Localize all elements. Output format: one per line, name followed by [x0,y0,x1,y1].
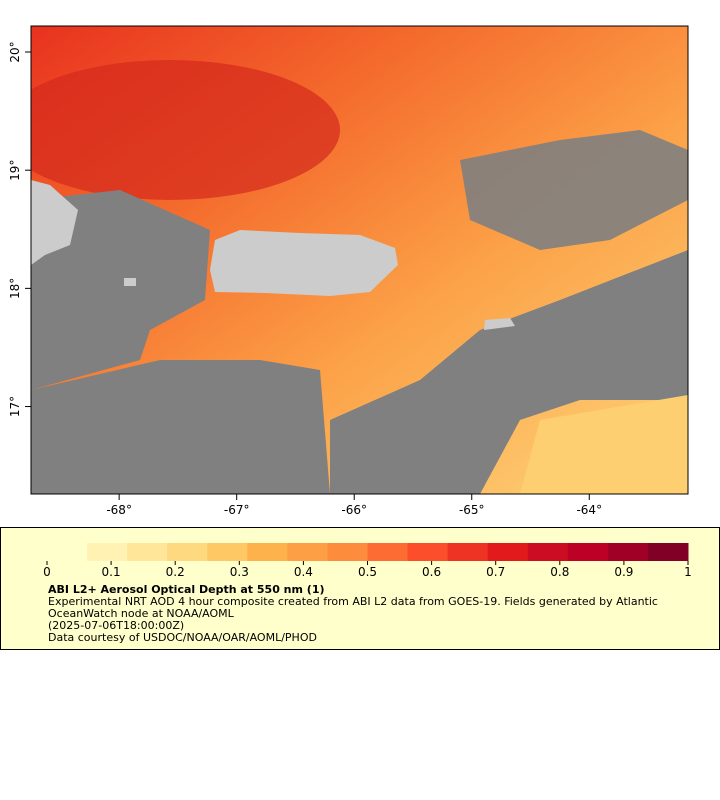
colorbar-tick-label: 0.9 [614,565,633,579]
x-tick-label: -64° [576,503,602,517]
colorbar-swatch [287,543,328,561]
colorbar-swatch [47,543,88,561]
colorbar-tick-label: 0.5 [358,565,377,579]
y-tick-label: 19° [8,160,22,181]
colorbar-swatch [607,543,649,561]
legend-line: OceanWatch node at NOAA/AOML [48,607,235,620]
colorbar-swatch [407,543,449,561]
x-tick-label: -65° [459,503,485,517]
legend-line: (2025-07-06T18:00:00Z) [48,619,184,632]
colorbar-swatch [527,543,569,561]
y-tick-label: 18° [8,278,22,299]
x-tick-label: -67° [224,503,250,517]
colorbar-tick-label: 0.2 [166,565,185,579]
colorbar-swatch [567,543,609,561]
y-tick-label: 20° [8,41,22,62]
y-tick-label: 17° [8,396,22,417]
colorbar-swatch [327,543,368,561]
legend-line: Experimental NRT AOD 4 hour composite cr… [48,595,658,608]
x-tick-label: -66° [341,503,367,517]
colorbar-swatch [207,543,248,561]
colorbar-swatch [87,543,128,561]
legend-title: ABI L2+ Aerosol Optical Depth at 550 nm … [48,583,325,596]
legend-line: Data courtesy of USDOC/NOAA/OAR/AOML/PHO… [48,631,317,644]
map-field [31,26,688,494]
colorbar-swatch [367,543,409,561]
colorbar-tick-label: 0.4 [294,565,313,579]
colorbar-swatch [647,543,689,561]
colorbar-tick-label: 0 [43,565,51,579]
x-tick-label: -68° [106,503,132,517]
colorbar-swatch [127,543,168,561]
map-frame [30,25,689,495]
colorbar-swatch [247,543,288,561]
colorbar-swatch [167,543,208,561]
colorbar-tick-label: 0.8 [550,565,569,579]
colorbar-swatch [487,543,529,561]
colorbar-swatch [447,543,489,561]
colorbar-tick-label: 0.6 [422,565,441,579]
colorbar-tick-label: 0.7 [486,565,505,579]
colorbar-tick-label: 0.1 [102,565,121,579]
colorbar-tick-label: 1 [684,565,692,579]
colorbar-tick-label: 0.3 [230,565,249,579]
